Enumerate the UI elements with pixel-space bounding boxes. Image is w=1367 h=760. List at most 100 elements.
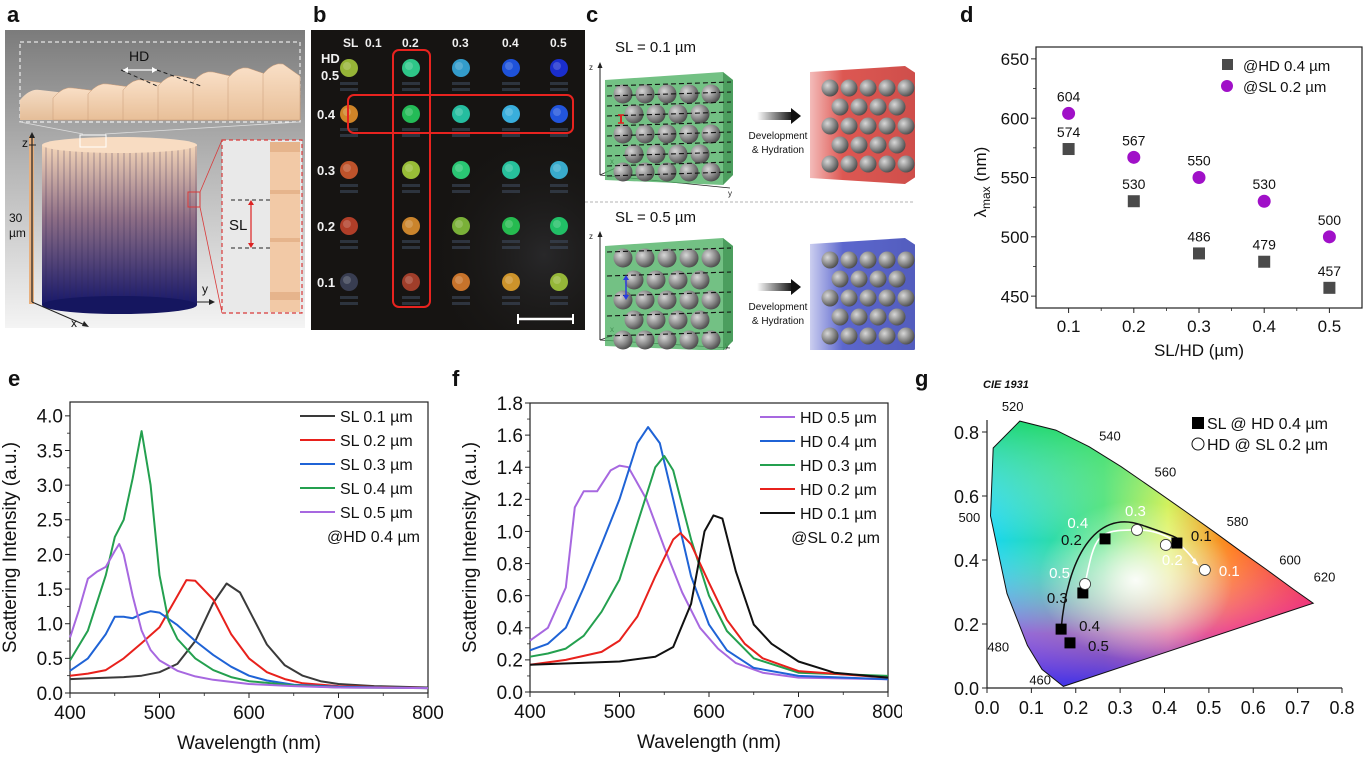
- nanoparticle: [690, 270, 710, 290]
- data-point-square: [1055, 623, 1067, 635]
- nanoparticle: [821, 327, 839, 345]
- y-tick-label: 3.5: [37, 441, 63, 462]
- spot-highlight: [343, 62, 351, 70]
- spot-highlight: [405, 62, 413, 70]
- sl-column-label: 0.1: [365, 36, 382, 50]
- top-title: SL = 0.1 µm: [615, 39, 696, 56]
- height-value: 30: [9, 211, 23, 225]
- nanoparticle: [859, 327, 877, 345]
- panel-label-d: d: [960, 2, 974, 27]
- nanoparticle: [690, 310, 710, 330]
- bottom-result-cube-blue: [810, 238, 915, 350]
- spot-engraved-label: [452, 88, 470, 91]
- sample-spot: [502, 217, 520, 235]
- sample-spot: [402, 59, 420, 77]
- y-tick-label: 1.2: [497, 490, 523, 511]
- spot-engraved-label: [340, 134, 358, 137]
- inset-connector: [19, 121, 84, 135]
- nanoparticle: [850, 270, 868, 288]
- spot-highlight: [405, 220, 413, 228]
- nanoparticle: [690, 144, 710, 164]
- spot-engraved-label: [550, 302, 568, 305]
- nanoparticle: [878, 79, 896, 97]
- y-tick-label: 500: [1001, 228, 1029, 247]
- nanoparticle: [657, 162, 677, 182]
- legend-label: SL 0.5 µm: [340, 505, 413, 522]
- spectral-locus: [989, 420, 1315, 687]
- data-point-square: [1127, 195, 1140, 208]
- x-tick-label: 0.4: [1152, 698, 1177, 718]
- data-point-circle: [1257, 194, 1271, 208]
- nanoparticle: [668, 144, 688, 164]
- spot-engraved-label: [502, 302, 520, 305]
- legend-label: SL 0.2 µm: [340, 433, 413, 450]
- data-point-square: [1258, 255, 1271, 268]
- nanoparticle: [657, 330, 677, 350]
- x-tick-label: 0.3: [1108, 698, 1133, 718]
- nanoparticle: [635, 124, 655, 144]
- nanoparticle: [850, 98, 868, 116]
- series-line: [529, 532, 889, 679]
- nanoparticle: [840, 155, 858, 173]
- data-point-circle: [1192, 171, 1206, 184]
- nanoparticle: [821, 251, 839, 269]
- data-label: 0.5: [1088, 638, 1109, 655]
- nanoparticle: [831, 308, 849, 326]
- nanoparticle: [821, 289, 839, 307]
- nanoparticle: [701, 290, 721, 310]
- slice-plane: [606, 331, 732, 337]
- nanoparticle: [821, 117, 839, 135]
- legend-label: HD 0.5 µm: [800, 410, 877, 427]
- sl-label: SL: [229, 217, 247, 234]
- spot-engraved-label: [502, 240, 520, 243]
- y-tick-label: 550: [1001, 169, 1029, 188]
- spot-engraved-label: [452, 128, 470, 131]
- nanoparticle: [869, 98, 887, 116]
- inset-connector: [104, 121, 301, 135]
- slice-plane: [606, 131, 732, 137]
- top-y-label: y: [728, 189, 732, 198]
- y-tick-label: 1.5: [37, 580, 63, 601]
- nanoparticle: [840, 289, 858, 307]
- data-point-circle: [1127, 150, 1141, 164]
- nanoparticle: [859, 79, 877, 97]
- spot-engraved-label: [402, 246, 420, 249]
- nanoparticle: [613, 290, 633, 310]
- data-label: 567: [1122, 132, 1146, 148]
- spot-engraved-label: [340, 82, 358, 85]
- nanoparticle: [635, 162, 655, 182]
- nanoparticle: [840, 327, 858, 345]
- sample-array: SL HD 0.1 0.2 0.3 0.4 0.5 0.5 0.4 0.3 0.2 0.1: [311, 30, 585, 330]
- y-tick-label: 0.5: [37, 649, 63, 670]
- y-tick-label: 0.4: [954, 551, 979, 571]
- panel-label-c: c: [586, 2, 599, 27]
- nanoparticle: [701, 84, 721, 104]
- sample-spot: [452, 105, 470, 123]
- nanoparticle: [859, 117, 877, 135]
- nanoparticle: [635, 330, 655, 350]
- series-line: [529, 455, 889, 677]
- spot-engraved-label: [502, 296, 520, 299]
- nanoparticle: [878, 289, 896, 307]
- nanoparticle: [840, 251, 858, 269]
- slice-plane: [606, 101, 732, 107]
- data-point-circle: [1198, 564, 1211, 576]
- nanoparticle: [613, 162, 633, 182]
- slice-plane: [606, 141, 732, 147]
- spot-highlight: [553, 276, 561, 284]
- hd-guide-line: [156, 69, 202, 87]
- data-label: 530: [1253, 176, 1277, 192]
- spot-engraved-label: [550, 240, 568, 243]
- panel-c-schematic: SL = 0.1 µm SL = 0.5 µm z x y Developmen…: [585, 39, 915, 350]
- data-label: 604: [1057, 88, 1081, 104]
- data-point-square: [1062, 143, 1075, 156]
- nanoparticle: [840, 117, 858, 135]
- data-label: 0.1: [1191, 528, 1212, 545]
- nanoparticle: [635, 290, 655, 310]
- sl-small-marker: [618, 114, 624, 124]
- spot-engraved-label: [550, 82, 568, 85]
- x-tick-label: 0.4: [1252, 317, 1276, 336]
- legend-note: @SL 0.2 µm: [791, 530, 880, 547]
- hd-trend-arrowhead: [1191, 557, 1199, 566]
- bottom-process-line2: & Hydration: [752, 316, 804, 327]
